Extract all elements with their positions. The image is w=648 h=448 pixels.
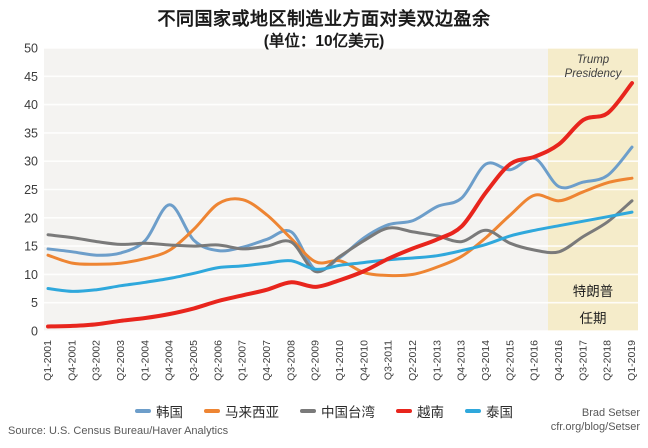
x-tick-label: Q1-2001: [42, 340, 54, 381]
series-line-马来西亚: [46, 176, 634, 278]
x-tick-label: Q4-2010: [358, 340, 370, 381]
x-tick-label: Q1-2010: [334, 340, 346, 381]
x-tick-label: Q4-2001: [66, 340, 78, 381]
y-tick-label: 10: [24, 268, 38, 282]
legend-item-越南: 越南: [396, 401, 444, 421]
author-name: Brad Setser: [581, 407, 640, 419]
x-tick-label: Q3-2011: [383, 340, 395, 380]
x-tick-label: Q2-2009: [310, 340, 322, 381]
y-tick-label: 35: [24, 126, 38, 140]
author-url: cfr.org/blog/Setser: [550, 421, 640, 433]
x-tick-label: Q3-2002: [91, 340, 103, 381]
x-tick-label: Q4-2013: [456, 340, 468, 381]
y-tick-label: 30: [24, 155, 38, 169]
x-tick-label: Q2-2015: [504, 340, 516, 381]
x-tick-label: Q1-2013: [431, 340, 443, 381]
x-tick-label: Q2-2018: [602, 340, 614, 381]
y-tick-label: 5: [31, 296, 38, 310]
x-tick-label: Q2-2012: [407, 340, 419, 381]
trump-presidency-line2: Presidency: [564, 68, 622, 80]
y-tick-label: 0: [31, 325, 38, 339]
legend-label-中国台湾: 中国台湾: [321, 405, 375, 420]
legend-item-马来西亚: 马来西亚: [204, 401, 279, 421]
trump-term-annotation-zh-line2: 任期: [579, 311, 607, 326]
legend-label-泰国: 泰国: [486, 405, 513, 420]
legend-swatch-韩国: [135, 409, 151, 413]
x-tick-label: Q4-2007: [261, 340, 273, 381]
legend-swatch-泰国: [465, 409, 481, 413]
x-tick-label: Q2-2003: [115, 340, 127, 381]
source-note: Source: U.S. Census Bureau/Haver Analyti…: [8, 425, 229, 437]
x-tick-label: Q4-2004: [164, 340, 176, 381]
series-line-泰国: [46, 210, 634, 293]
author-credit: Brad Setser cfr.org/blog/Setser: [551, 406, 640, 434]
x-tick-label: Q1-2007: [237, 340, 249, 381]
legend-label-马来西亚: 马来西亚: [225, 405, 279, 420]
y-tick-label: 20: [24, 211, 38, 225]
chart-title: 不同国家或地区制造业方面对美双边盈余: [157, 9, 491, 29]
chart-legend: 韩国 马来西亚 中国台湾 越南 泰国: [0, 401, 648, 421]
x-tick-label: Q1-2016: [529, 340, 541, 381]
y-tick-label: 15: [24, 240, 38, 254]
y-tick-label: 40: [24, 98, 38, 112]
trump-presidency-line1: Trump: [576, 54, 610, 66]
series-line-越南: [46, 81, 634, 329]
y-tick-label: 45: [24, 70, 38, 84]
legend-label-越南: 越南: [417, 405, 444, 420]
x-tick-label: Q3-2005: [188, 340, 200, 381]
x-tick-label: Q3-2008: [285, 340, 297, 381]
y-tick-label: 25: [24, 183, 38, 197]
legend-swatch-中国台湾: [300, 409, 316, 413]
x-tick-label: Q2-2006: [212, 340, 224, 381]
x-tick-label: Q3-2014: [480, 340, 492, 381]
x-tick-label: Q1-2019: [626, 340, 638, 381]
x-tick-label: Q3-2017: [577, 340, 589, 381]
chart-subtitle: (单位：10亿美元): [263, 33, 385, 50]
trump-term-annotation-zh-line1: 特朗普: [572, 284, 614, 299]
legend-item-中国台湾: 中国台湾: [300, 401, 375, 421]
series-line-中国台湾: [46, 199, 634, 274]
x-tick-label: Q1-2004: [139, 340, 151, 381]
legend-item-韩国: 韩国: [135, 401, 183, 421]
legend-label-韩国: 韩国: [156, 405, 183, 420]
y-tick-label: 50: [24, 42, 38, 56]
legend-item-泰国: 泰国: [465, 401, 513, 421]
legend-swatch-越南: [396, 408, 412, 414]
trump-presidency-annotation: Trump Presidency: [548, 53, 638, 81]
legend-swatch-马来西亚: [204, 409, 220, 413]
x-tick-label: Q4-2016: [553, 340, 565, 381]
